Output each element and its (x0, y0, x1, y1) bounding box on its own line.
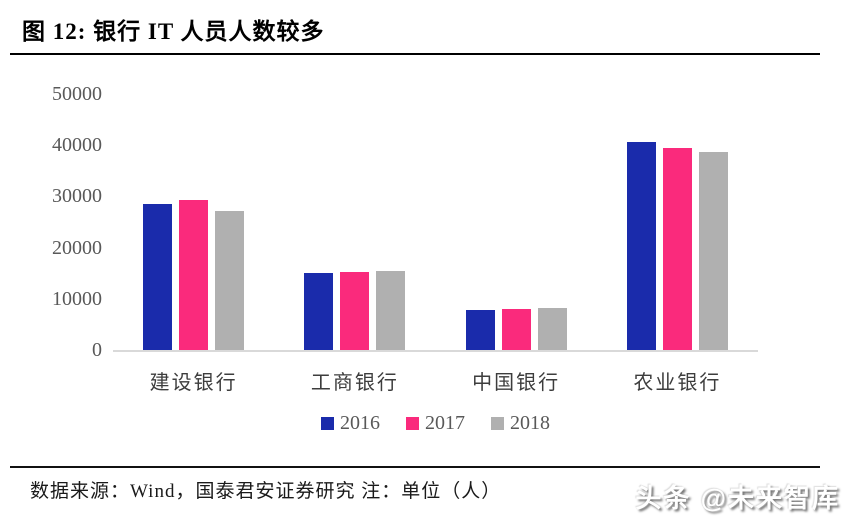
y-tick-label: 20000 (52, 237, 102, 259)
bar-2016-中国银行 (465, 310, 495, 350)
source-note: 数据来源：Wind，国泰君安证券研究 注：单位（人） (30, 481, 502, 502)
footer-divider (10, 466, 820, 468)
legend-item-2016: 2016 (321, 412, 380, 435)
bar-2017-农业银行 (662, 148, 692, 350)
x-axis: 建设银行 工商银行 中国银行 农业银行 (113, 366, 758, 395)
y-tick-label: 10000 (52, 288, 102, 310)
bar-group (304, 271, 406, 350)
legend-label: 2018 (510, 412, 550, 434)
figure-title: 图 12: 银行 IT 人员人数较多 (22, 19, 325, 44)
bar-2017-建设银行 (179, 200, 209, 350)
x-category-label: 建设银行 (149, 372, 238, 394)
legend-label: 2016 (340, 412, 380, 434)
legend-swatch-icon (321, 417, 334, 430)
bar-2018-中国银行 (537, 308, 567, 350)
y-tick-label: 30000 (52, 185, 102, 207)
x-category-label: 农业银行 (633, 372, 722, 394)
bar-2016-工商银行 (304, 273, 334, 350)
bar-2016-农业银行 (626, 142, 656, 350)
x-category-label: 中国银行 (472, 372, 561, 394)
bar-2016-建设银行 (143, 204, 173, 350)
title-divider (10, 53, 820, 55)
legend-item-2017: 2017 (406, 412, 465, 435)
bar-group (626, 142, 728, 350)
legend-swatch-icon (491, 417, 504, 430)
y-axis: 50000 40000 30000 20000 10000 0 (30, 0, 102, 360)
bar-group (143, 200, 245, 350)
y-tick-label: 40000 (52, 134, 102, 156)
plot-area (113, 94, 758, 352)
bar-2018-工商银行 (376, 271, 406, 350)
bar-2018-建设银行 (215, 211, 245, 350)
chart-legend: 2016 2017 2018 (113, 412, 758, 435)
y-tick-label: 50000 (52, 83, 102, 105)
bar-2018-农业银行 (698, 152, 728, 350)
legend-swatch-icon (406, 417, 419, 430)
legend-label: 2017 (425, 412, 465, 434)
bar-2017-中国银行 (501, 309, 531, 350)
legend-item-2018: 2018 (491, 412, 550, 435)
x-category-label: 工商银行 (310, 372, 399, 394)
bar-2017-工商银行 (340, 272, 370, 350)
watermark: 头条 @未来智库 (635, 483, 840, 513)
bar-group (465, 308, 567, 350)
y-tick-label: 0 (92, 339, 102, 361)
